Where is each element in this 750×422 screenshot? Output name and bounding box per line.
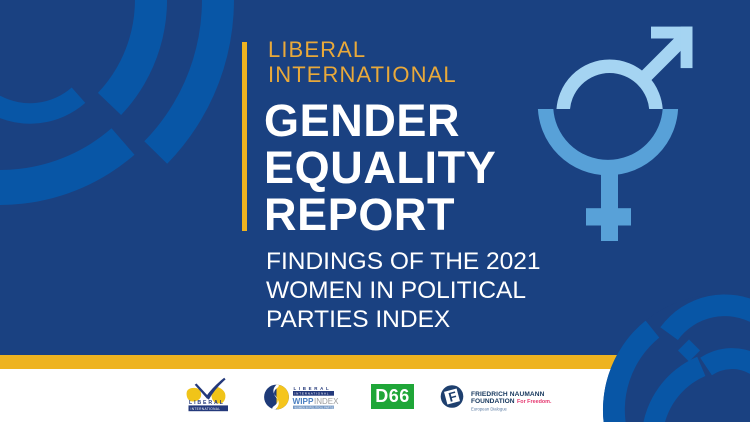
svg-text:INDEX: INDEX [314, 397, 339, 406]
svg-text:WIPP: WIPP [293, 397, 314, 406]
svg-text:INTERNATIONAL: INTERNATIONAL [295, 392, 330, 396]
svg-text:For Freedom.: For Freedom. [517, 399, 552, 405]
svg-text:FRIEDRICH NAUMANN: FRIEDRICH NAUMANN [471, 391, 545, 398]
svg-text:WOMEN IN POLITICAL PARTIES: WOMEN IN POLITICAL PARTIES [295, 406, 336, 409]
svg-text:LIBERAL: LIBERAL [189, 400, 225, 406]
svg-text:LIBERAL: LIBERAL [294, 386, 332, 391]
svg-text:European Dialogue: European Dialogue [471, 407, 508, 412]
svg-text:FOUNDATION: FOUNDATION [471, 398, 515, 405]
svg-text:F: F [447, 388, 459, 405]
svg-text:INTERNATIONAL: INTERNATIONAL [191, 407, 221, 411]
